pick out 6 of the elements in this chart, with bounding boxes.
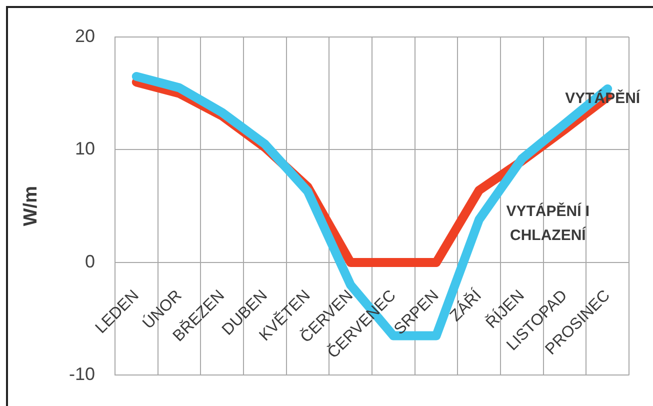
y-tick-label: -10 [68,364,95,384]
y-tick-label: 0 [84,251,95,272]
y-axis-title: W/m [20,186,42,226]
y-tick-label: 20 [74,26,95,46]
y-tick-label: 10 [74,138,95,159]
series-label: VYTÁPĚNÍ I CHLAZENÍ [506,202,590,244]
